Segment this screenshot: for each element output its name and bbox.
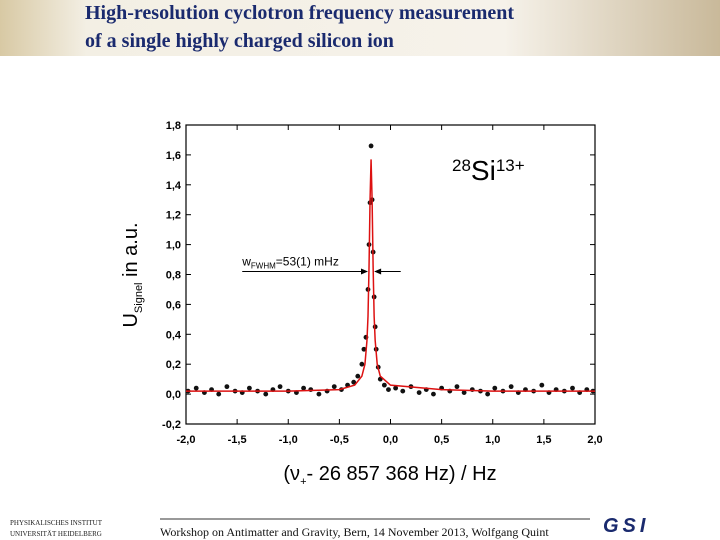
y-tick-label: 1,4 — [166, 180, 182, 192]
y-tick-label: 0,2 — [166, 359, 181, 371]
label-sub: + — [300, 476, 306, 488]
x-tick-label: 1,0 — [485, 434, 500, 446]
arrow-head — [374, 268, 382, 275]
institute: PHYSIKALISCHES INSTITUT — [10, 519, 103, 527]
data-point — [193, 385, 199, 391]
header-band — [0, 0, 720, 56]
data-point — [485, 391, 491, 397]
data-point — [461, 390, 467, 396]
data-point — [216, 391, 222, 397]
ion-mass: 28 — [452, 156, 471, 175]
fit-line — [186, 159, 595, 392]
y-tick-label: 1,0 — [166, 240, 181, 252]
y-tick-label: -0,2 — [162, 419, 181, 431]
label-part: (ν — [283, 463, 300, 485]
data-point — [263, 391, 269, 397]
y-tick-label: 0,0 — [166, 389, 181, 401]
data-point — [492, 385, 498, 391]
data-point — [508, 384, 514, 390]
data-point — [368, 143, 374, 149]
axis-label: (ν+- 26 857 368 Hz) / Hz — [283, 463, 496, 488]
title-line: of a single highly charged silicon ion — [85, 30, 394, 52]
title-line: High-resolution cyclotron frequency meas… — [85, 2, 514, 24]
data-point — [316, 391, 322, 397]
label-sub: Signel — [133, 283, 145, 314]
data-point — [570, 385, 575, 391]
x-tick-label: 1,5 — [536, 434, 551, 446]
x-tick-label: -0,5 — [330, 434, 349, 446]
label-part: - 26 857 368 Hz) / Hz — [307, 463, 497, 485]
data-point — [351, 379, 357, 385]
x-tick-label: 0,5 — [434, 434, 449, 446]
y-tick-label: 1,8 — [166, 120, 181, 132]
data-point — [539, 382, 545, 388]
y-tick-label: 0,4 — [166, 329, 182, 341]
data-point — [400, 388, 406, 394]
data-point — [277, 384, 283, 390]
arrow-head — [361, 268, 369, 275]
y-tick-label: 0,8 — [166, 270, 181, 282]
data-point — [301, 385, 306, 391]
data-point — [308, 387, 314, 393]
data-point — [361, 346, 367, 352]
label-part: in a.u. — [120, 222, 142, 282]
axis-label: USignel in a.u. — [120, 222, 145, 327]
y-tick-label: 1,2 — [166, 210, 181, 222]
ion-charge: 13+ — [496, 156, 525, 175]
data-point — [454, 384, 460, 390]
y-tick-label: 0,6 — [166, 299, 181, 311]
footer-text: Workshop on Antimatter and Gravity, Bern… — [160, 525, 549, 539]
x-tick-label: -1,5 — [228, 434, 247, 446]
x-tick-label: -1,0 — [279, 434, 298, 446]
x-tick-label: 2,0 — [587, 434, 602, 446]
ion-label: 28Si13+ — [452, 155, 525, 186]
annotation: wFWHM=53(1) mHz — [241, 255, 339, 271]
logo: GSI — [603, 515, 649, 537]
label-part: =53(1) mHz — [276, 255, 339, 269]
data-point — [224, 384, 230, 390]
data-point — [381, 382, 387, 388]
x-tick-label: -2,0 — [177, 434, 196, 446]
data-point — [331, 384, 337, 390]
x-tick-label: 0,0 — [383, 434, 398, 446]
ion-box — [445, 148, 575, 188]
label-sub: FWHM — [251, 262, 276, 271]
label-part: U — [120, 313, 142, 327]
data-point — [416, 390, 422, 396]
y-tick-label: 1,6 — [166, 150, 181, 162]
label-part: w — [241, 255, 251, 269]
ion-symbol: Si — [471, 155, 496, 186]
institute: UNIVERSITÄT HEIDELBERG — [10, 530, 102, 538]
data-point — [359, 361, 365, 367]
data-point — [355, 373, 361, 379]
data-point — [386, 387, 391, 393]
data-point — [393, 385, 399, 391]
data-point — [431, 391, 436, 397]
chart: -0,2 0,0 0,2 0,4 0,6 0,8 1,0 1,2 1,4 1,6 1,8 -2,0 -1… — [120, 120, 603, 488]
data-point — [246, 385, 252, 391]
